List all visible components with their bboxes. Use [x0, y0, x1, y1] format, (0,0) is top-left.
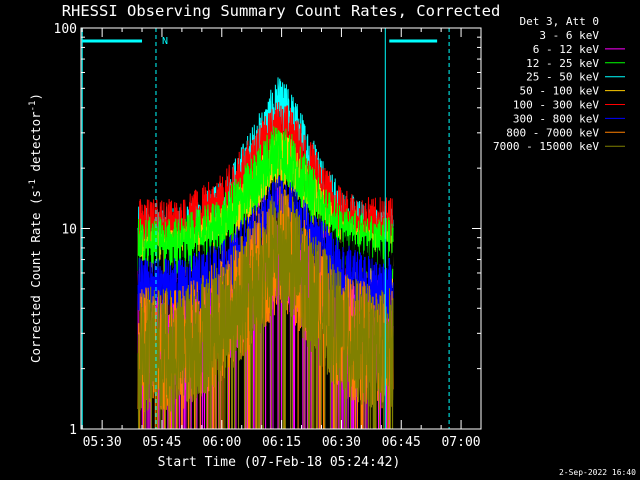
- series-300-800-kev-line: [137, 176, 394, 321]
- legend-label: 7000 - 15000 keV: [493, 140, 599, 153]
- annotation-n: N: [162, 36, 168, 47]
- x-tick-label: 07:00: [441, 435, 480, 450]
- x-tick-label: 06:45: [382, 435, 421, 450]
- y-axis-label: Corrected Count Rate (s-1 detector-1): [28, 93, 43, 363]
- legend-label: 25 - 50 keV: [526, 71, 599, 84]
- legend-label: 3 - 6 keV: [539, 29, 599, 42]
- x-axis-label: Start Time (07-Feb-18 05:24:42): [158, 455, 401, 470]
- x-tick-label: 06:00: [202, 435, 241, 450]
- x-tick-label: 05:45: [142, 435, 181, 450]
- series-7000-15000-kev-line: [137, 191, 394, 429]
- y-tick-label: 100: [54, 22, 77, 37]
- legend-label: 12 - 25 keV: [526, 57, 599, 70]
- y-tick-label: 1: [69, 423, 77, 438]
- footer-date: 2-Sep-2022 16:40: [559, 468, 636, 477]
- legend-label: 100 - 300 keV: [513, 99, 599, 112]
- legend-label: 800 - 7000 keV: [506, 126, 599, 139]
- x-tick-label: 05:30: [83, 435, 122, 450]
- x-tick-label: 06:30: [322, 435, 361, 450]
- legend-header: Det 3, Att 0: [520, 15, 599, 28]
- legend-label: 50 - 100 keV: [520, 85, 600, 98]
- legend-label: 6 - 12 keV: [533, 43, 600, 56]
- y-tick-label: 10: [61, 223, 77, 238]
- legend-label: 300 - 800 keV: [513, 112, 599, 125]
- chart-title: RHESSI Observing Summary Count Rates, Co…: [62, 2, 501, 20]
- x-tick-label: 06:15: [262, 435, 301, 450]
